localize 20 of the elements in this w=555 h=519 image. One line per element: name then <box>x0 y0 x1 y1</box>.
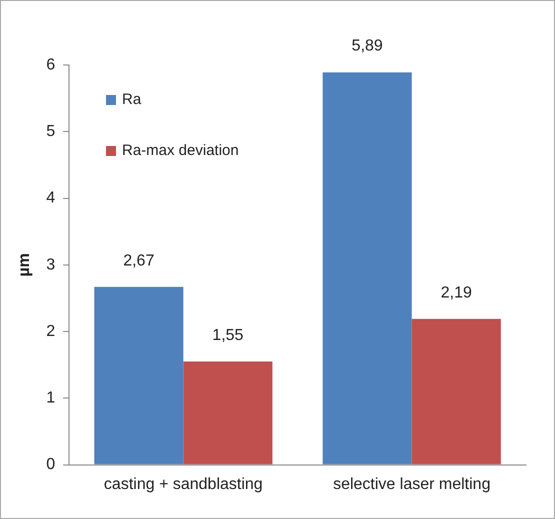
legend-label: Ra-max deviation <box>122 142 239 159</box>
bar <box>94 286 184 464</box>
bar <box>412 318 501 464</box>
y-tick-label: 2 <box>46 322 56 340</box>
y-tick-label: 0 <box>46 456 56 474</box>
y-tick-label: 6 <box>46 56 56 74</box>
bar <box>183 362 272 464</box>
legend-label: Ra <box>122 91 142 108</box>
data-label: 2,67 <box>123 252 154 270</box>
y-tick-label: 1 <box>46 390 56 407</box>
y-tick-label: 3 <box>46 256 56 274</box>
data-label: 5,89 <box>352 38 383 55</box>
y-axis-title: µm <box>16 253 34 277</box>
y-tick-label: 5 <box>46 123 56 140</box>
x-tick-label: casting + sandblasting <box>104 476 263 493</box>
y-tick-label: 4 <box>46 190 56 207</box>
data-label: 2,19 <box>440 284 472 302</box>
bar <box>322 72 412 464</box>
data-label: 1,55 <box>212 326 244 344</box>
x-tick-label: selective laser melting <box>333 476 490 493</box>
